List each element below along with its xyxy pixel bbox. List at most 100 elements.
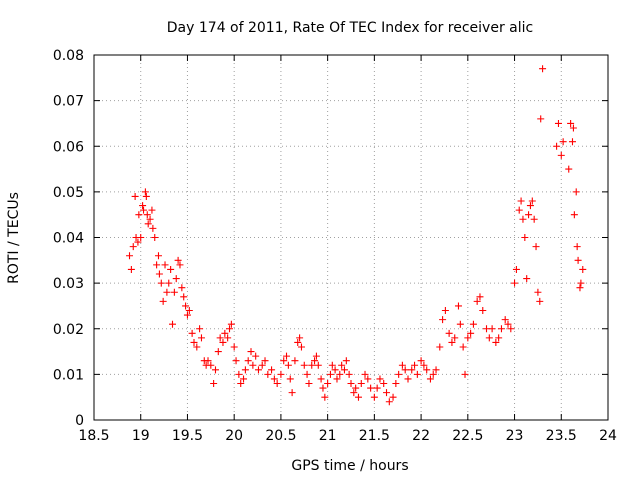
plot-frame [93,54,609,421]
data-point-plus [333,375,341,383]
data-point-plus [404,375,412,383]
data-point-plus [176,261,184,269]
data-point-plus [385,398,393,406]
data-point-plus [519,215,527,223]
data-point-plus [454,302,462,310]
data-point-plus [370,393,378,401]
data-point-plus [210,380,218,387]
data-point-plus [288,389,296,397]
data-points [126,65,587,406]
data-point-plus [525,211,533,219]
data-point-plus [286,375,294,383]
x-tick-label: 20.5 [265,428,296,444]
data-point-plus [284,361,292,369]
data-point-plus [530,215,538,223]
data-point-plus [261,357,269,365]
data-point-plus [534,288,542,296]
data-point-plus [254,366,262,374]
x-tick-label: 21 [319,428,337,444]
y-tick-label: 0.08 [53,48,84,64]
data-point-plus [273,380,281,387]
y-tick-label: 0.02 [53,322,84,338]
data-point-plus [526,202,534,210]
data-point-plus [207,361,215,369]
data-point-plus [504,320,512,328]
data-point-plus [570,211,578,219]
data-point-plus [361,370,369,378]
data-point-plus [432,366,440,374]
data-point-plus [413,370,421,378]
data-point-plus [161,261,169,269]
data-point-plus [219,338,227,346]
data-point-plus [312,352,320,360]
data-point-plus [376,375,384,383]
data-point-plus [354,393,362,401]
data-point-plus [553,142,561,150]
x-tick-label: 21.5 [359,428,390,444]
data-point-plus [532,243,540,251]
data-point-plus [149,224,157,232]
data-point-plus [515,206,523,214]
data-point-plus [294,338,302,346]
x-tick-label: 23.5 [546,428,577,444]
data-point-plus [137,234,145,241]
data-point-plus [497,325,505,333]
data-point-plus [451,334,459,342]
data-point-plus [565,165,573,173]
data-point-plus [180,293,188,301]
data-point-plus [467,329,475,337]
data-point-plus [216,334,224,342]
data-point-plus [559,138,567,146]
data-point-plus [174,256,182,264]
data-point-plus [373,384,381,392]
data-point-plus [517,197,525,205]
data-point-plus [395,370,403,378]
data-point-plus [336,370,344,378]
data-point-plus [314,361,322,369]
data-point-plus [131,192,139,200]
data-point-plus [135,211,143,219]
data-point-plus [574,256,582,264]
data-point-plus [178,284,186,292]
data-point-plus [338,361,346,369]
data-point-plus [157,279,165,287]
data-point-plus [244,357,252,365]
data-point-plus [392,380,400,387]
data-point-plus [537,115,545,123]
data-point-plus [331,366,339,374]
data-point-plus [476,293,484,301]
data-point-plus [264,370,272,378]
data-point-plus [398,361,406,369]
data-point-plus [568,138,576,146]
data-point-plus [445,329,453,337]
data-point-plus [159,297,167,305]
x-tick-label: 23 [506,428,524,444]
data-point-plus [232,357,240,365]
data-point-plus [268,366,276,374]
data-point-plus [572,188,580,196]
y-axis-label: ROTI / TECUs [6,192,22,284]
data-point-plus [485,334,493,342]
data-point-plus [528,197,536,205]
data-point-plus [461,370,469,378]
data-point-plus [197,334,205,342]
data-point-plus [554,119,562,127]
x-tick-label: 20 [225,428,243,444]
data-point-plus [291,357,299,365]
data-point-plus [473,297,481,305]
data-point-plus [488,325,496,333]
data-point-plus [211,366,219,374]
data-point-plus [154,252,162,260]
data-point-plus [423,366,431,374]
data-point-plus [221,329,229,337]
data-point-plus [240,375,248,383]
data-point-plus [196,325,204,333]
data-point-plus [511,279,519,287]
data-point-plus [144,220,152,228]
data-point-plus [183,311,191,319]
y-tick-label: 0.03 [53,276,84,292]
data-point-plus [296,334,304,342]
data-point-plus [459,343,467,351]
